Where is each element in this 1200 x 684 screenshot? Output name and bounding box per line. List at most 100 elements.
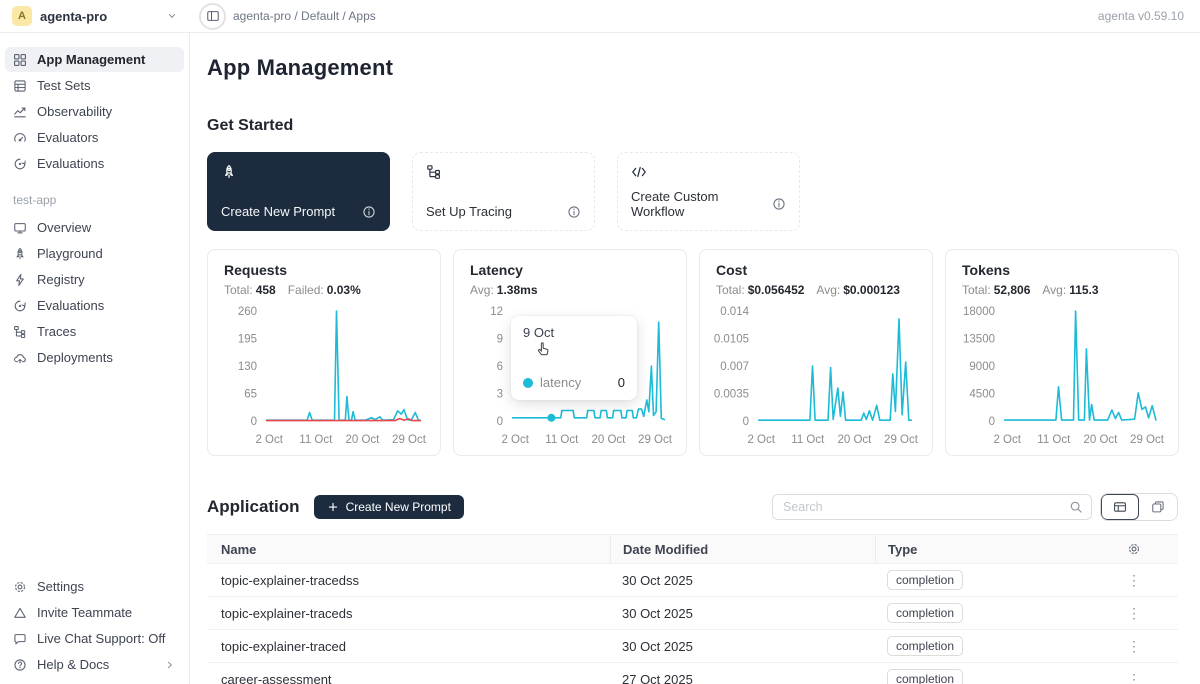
chevron-right-icon — [164, 659, 176, 671]
search-input[interactable] — [773, 500, 1069, 514]
sidebar: App Management Test Sets Observability E… — [0, 33, 190, 684]
question-icon — [13, 658, 27, 672]
tokens-chart[interactable]: 0 4500 9000 13500 18000 2 Oct 11 Oct 20 Oct 29 O… — [962, 303, 1165, 451]
series-dot — [523, 377, 533, 388]
bolt-icon — [13, 273, 27, 287]
sidebar-item-registry[interactable]: Registry — [5, 267, 184, 292]
sidebar-item-app-management[interactable]: App Management — [5, 47, 184, 72]
eval-loop-icon — [13, 157, 27, 171]
application-heading: Application — [207, 497, 300, 516]
svg-text:29 Oct: 29 Oct — [1130, 434, 1165, 446]
monitor-icon — [13, 221, 27, 235]
metrics-row: Requests Total: 458 Failed: 0.03% 0 65 130 19… — [207, 249, 1179, 456]
app-date-modified: 27 Oct 2025 — [622, 671, 693, 684]
requests-chart[interactable]: 0 65 130 195 260 2 Oct 11 Oct 20 Oct 29 Oct — [224, 303, 427, 451]
metric-title: Cost — [716, 262, 748, 278]
gear-icon — [1127, 542, 1141, 556]
svg-text:0.014: 0.014 — [720, 306, 749, 318]
svg-text:0: 0 — [989, 416, 995, 428]
table-row[interactable]: career-assessment 27 Oct 2025 completion… — [207, 663, 1178, 684]
table-row[interactable]: topic-explainer-tracedss 30 Oct 2025 com… — [207, 564, 1178, 597]
info-icon[interactable] — [567, 205, 581, 219]
sidebar-toggle-button[interactable] — [199, 2, 226, 30]
sidebar-item-playground[interactable]: Playground — [5, 241, 184, 266]
tree-icon — [426, 164, 442, 180]
info-icon[interactable] — [772, 197, 786, 211]
workspace-selector[interactable]: A agenta-pro — [0, 6, 190, 26]
table-view-icon — [1113, 500, 1127, 514]
svg-text:130: 130 — [238, 361, 257, 373]
latency-chart[interactable]: 0 3 6 9 12 2 Oct 11 Oct 20 Oct 29 Oct — [470, 303, 673, 451]
sidebar-item-app-evaluations[interactable]: Evaluations — [5, 293, 184, 318]
table-view-button[interactable] — [1101, 494, 1139, 520]
workspace-name: agenta-pro — [40, 8, 108, 24]
metric-stats: Total: 458 Failed: 0.03% — [224, 283, 361, 297]
gear-icon — [13, 580, 27, 594]
sidebar-item-settings[interactable]: Settings — [5, 574, 184, 599]
svg-text:0: 0 — [743, 416, 749, 428]
row-actions-button[interactable]: ⋮ — [1127, 571, 1141, 588]
app-date-modified: 30 Oct 2025 — [622, 605, 693, 621]
row-actions-button[interactable]: ⋮ — [1127, 670, 1141, 684]
tooltip-value: 0 — [617, 375, 625, 390]
sidebar-item-traces[interactable]: Traces — [5, 319, 184, 344]
metric-title: Latency — [470, 262, 523, 278]
chat-icon — [13, 632, 27, 646]
create-new-prompt-button[interactable]: Create New Prompt — [313, 495, 464, 519]
sidebar-item-help-docs[interactable]: Help & Docs — [5, 652, 184, 677]
sidebar-item-overview[interactable]: Overview — [5, 215, 184, 240]
trend-chart-icon — [13, 105, 27, 119]
search-box — [772, 494, 1092, 520]
svg-text:11 Oct: 11 Oct — [545, 434, 579, 446]
sidebar-item-evaluations[interactable]: Evaluations — [5, 151, 184, 176]
gauge-icon — [13, 131, 27, 145]
column-header-name[interactable]: Name — [221, 541, 257, 557]
triangle-icon — [13, 606, 27, 620]
app-name: topic-explainer-traced — [221, 638, 347, 654]
sidebar-item-invite-teammate[interactable]: Invite Teammate — [5, 600, 184, 625]
search-icon[interactable] — [1069, 500, 1083, 514]
table-row[interactable]: topic-explainer-traced 30 Oct 2025 compl… — [207, 630, 1178, 663]
requests-metric-card: Requests Total: 458 Failed: 0.03% 0 65 130 19… — [207, 249, 441, 456]
rocket-icon — [13, 247, 27, 261]
create-new-prompt-card[interactable]: Create New Prompt — [207, 152, 390, 231]
sidebar-item-live-chat-support[interactable]: Live Chat Support: Off — [5, 626, 184, 651]
svg-text:11 Oct: 11 Oct — [791, 434, 825, 446]
tokens-metric-card: Tokens Total: 52,806 Avg: 115.3 0 4500 9000 1… — [945, 249, 1179, 456]
tooltip-date: 9 Oct — [523, 325, 555, 340]
sidebar-item-deployments[interactable]: Deployments — [5, 345, 184, 370]
code-icon — [631, 164, 647, 180]
svg-text:20 Oct: 20 Oct — [591, 434, 626, 446]
cost-metric-card: Cost Total: $0.056452 Avg: $0.000123 0 0.00… — [699, 249, 933, 456]
svg-text:2 Oct: 2 Oct — [501, 434, 529, 446]
sidebar-item-evaluators[interactable]: Evaluators — [5, 125, 184, 150]
app-name: topic-explainer-tracedss — [221, 572, 360, 588]
cost-chart[interactable]: 0 0.0035 0.007 0.0105 0.014 2 Oct 11 Oct 20 Oct… — [714, 303, 919, 451]
column-settings-button[interactable] — [1127, 542, 1141, 556]
info-icon[interactable] — [362, 205, 376, 219]
table-row[interactable]: topic-explainer-traceds 30 Oct 2025 comp… — [207, 597, 1178, 630]
svg-text:6: 6 — [497, 361, 503, 373]
column-header-date-modified[interactable]: Date Modified — [610, 535, 875, 563]
row-actions-button[interactable]: ⋮ — [1127, 637, 1141, 654]
svg-text:11 Oct: 11 Oct — [299, 434, 333, 446]
card-view-button[interactable] — [1139, 494, 1177, 520]
svg-text:12: 12 — [490, 306, 503, 318]
create-custom-workflow-card[interactable]: Create Custom Workflow — [617, 152, 800, 231]
sidebar-item-observability[interactable]: Observability — [5, 99, 184, 124]
hand-cursor-icon — [536, 341, 552, 357]
sidebar-item-test-sets[interactable]: Test Sets — [5, 73, 184, 98]
metric-title: Requests — [224, 262, 288, 278]
svg-text:2 Oct: 2 Oct — [255, 434, 283, 446]
svg-text:195: 195 — [238, 334, 257, 346]
svg-text:0.0105: 0.0105 — [714, 334, 749, 346]
tree-icon — [13, 325, 27, 339]
app-date-modified: 30 Oct 2025 — [622, 638, 693, 654]
app-date-modified: 30 Oct 2025 — [622, 572, 693, 588]
breadcrumb[interactable]: agenta-pro / Default / Apps — [233, 9, 376, 23]
set-up-tracing-card[interactable]: Set Up Tracing — [412, 152, 595, 231]
column-header-type[interactable]: Type — [875, 535, 1090, 563]
svg-text:11 Oct: 11 Oct — [1037, 434, 1071, 446]
row-actions-button[interactable]: ⋮ — [1127, 604, 1141, 621]
